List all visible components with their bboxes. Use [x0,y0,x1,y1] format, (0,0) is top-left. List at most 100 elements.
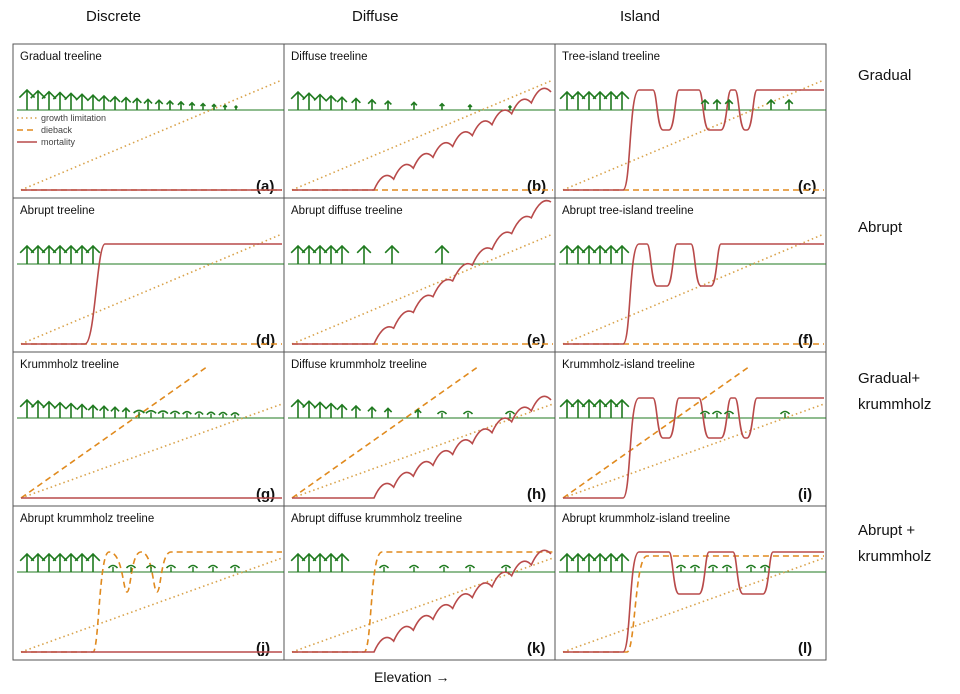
panel-b: Diffuse treeline (b) [288,51,555,195]
tree-icon [592,552,608,572]
dieback-line [21,551,282,653]
tree-icon [53,401,67,418]
tree-icon [313,93,327,110]
tree-icon [766,98,776,110]
tree-icon [143,98,153,110]
column-header-island: Island [620,8,661,25]
panel-title: Tree-island treeline [562,51,660,63]
tree-icon [324,402,338,418]
panel-a: Gradual treeline (a) growth limitation dieb… [17,51,284,195]
tree-icon [30,244,46,264]
krummholz-icon [711,410,723,415]
tree-icon [19,552,35,572]
tree-icon [19,244,35,264]
mortality-line [563,397,824,499]
panel-label: (b) [527,178,546,195]
mortality-line [563,551,824,653]
panel-label: (g) [256,486,275,503]
panel-h: Diffuse krummholz treeline (h) [288,359,555,503]
tree-icon [30,399,46,418]
tree-icon [614,398,630,418]
panel-label: (d) [256,332,275,349]
tree-icon [87,404,99,418]
tree-icon [724,98,734,110]
panel-d: Abrupt treeline (d) [17,205,284,349]
dieback-line [20,365,209,499]
krummholz-icon [707,564,719,569]
tree-icon [42,400,56,418]
tree-icon [52,244,68,264]
tree-icon [559,90,575,110]
tree-icon [467,103,473,110]
panel-c: Tree-island treeline (c) [559,51,826,195]
tree-icon [434,244,450,264]
krummholz-icon [464,564,476,569]
tree-icon [41,90,57,110]
tree-icon [712,98,722,110]
krummholz-icon [206,411,216,416]
tree-icon [603,552,619,572]
row-header-gradual: Gradual [858,67,912,84]
tree-icon [18,88,36,110]
tree-icon [222,104,228,110]
tree-icon [334,244,350,264]
growth-limitation-line [562,403,825,499]
panel-e: Abrupt diffuse treeline (e) [288,199,555,349]
column-header-discrete: Discrete [86,8,142,25]
dieback-line [291,365,480,499]
tree-icon [559,244,575,264]
tree-icon [784,98,794,110]
panel-k: Abrupt diffuse krummholz treeline (k) [288,513,555,657]
krummholz-icon [745,564,757,569]
tree-icon [98,94,110,110]
row-header-gradual-krummholz: Gradual+ krummholz [858,370,932,413]
growth-limitation-line [291,403,554,499]
tree-icon [301,552,317,572]
tree-icon [121,406,131,418]
mortality-line [21,243,282,345]
krummholz-icon [165,564,177,569]
tree-icon [74,244,90,264]
panel-label: (c) [798,178,816,195]
krummholz-icon [194,411,204,416]
tree-icon [290,398,306,418]
tree-icon [570,244,586,264]
tree-icon [336,403,348,418]
krummholz-icon [699,410,711,415]
tree-icon [614,552,630,572]
tree-icon [603,90,619,110]
krummholz-icon [438,564,450,569]
panel-title: Diffuse treeline [291,51,368,63]
tree-icon [325,94,337,110]
tree-icon [313,401,327,418]
tree-icon [290,90,306,110]
krummholz-icon [133,409,145,414]
tree-icon [367,406,377,418]
tree-icon [302,400,316,418]
tree-icon [334,552,350,572]
panel-label: (h) [527,486,546,503]
tree-icon [507,104,513,110]
panel-g: Krummholz treeline (g) [17,359,284,503]
panel-l: Abrupt krummholz-island treeline (l) [559,513,826,657]
tree-icon [64,402,78,418]
panel-j: Abrupt krummholz treeline (j) [17,513,284,657]
krummholz-icon [779,410,791,415]
tree-icon [614,90,630,110]
tree-icon [188,101,196,110]
tree-icon [86,93,100,110]
tree-icon [350,404,362,418]
tree-icon [410,101,418,110]
panel-title: Abrupt krummholz treeline [20,513,154,525]
legend-label: growth limitation [41,113,106,123]
tree-icon [211,103,217,110]
tree-icon [700,98,710,110]
tree-icon [110,406,120,418]
panel-title: Abrupt diffuse krummholz treeline [291,513,462,525]
legend-label: mortality [41,137,76,147]
krummholz-icon [169,410,181,415]
krummholz-icon [229,564,241,569]
panel-label: (k) [527,640,545,657]
tree-icon [154,99,164,110]
mortality-line [292,395,552,499]
